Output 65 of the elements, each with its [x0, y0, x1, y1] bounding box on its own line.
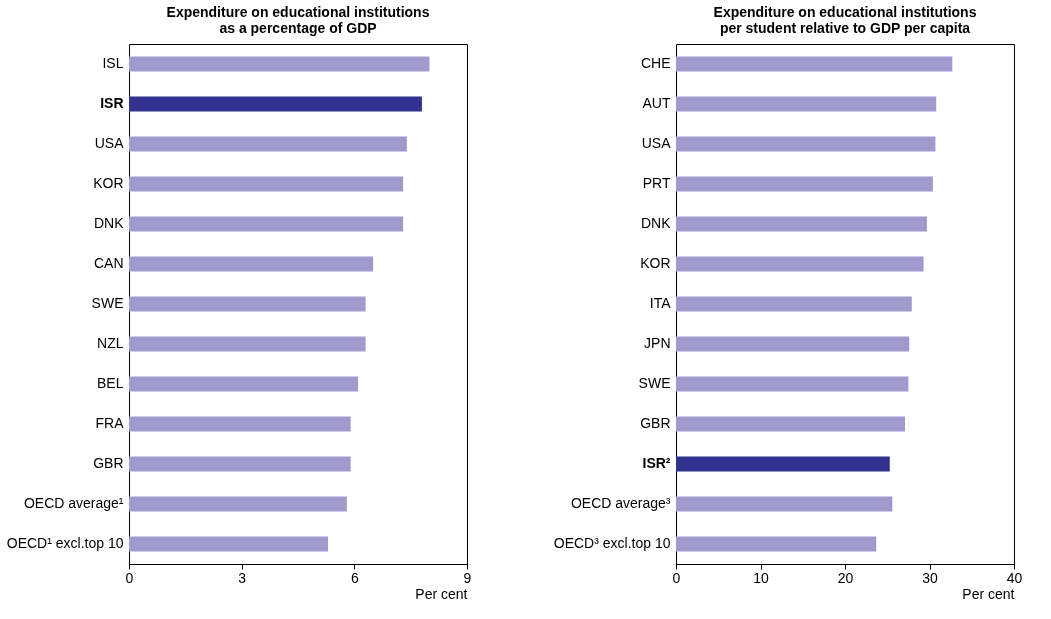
- bar: [676, 96, 937, 112]
- bar: [129, 536, 329, 552]
- y-tick-label: PRT: [642, 175, 671, 191]
- x-tick-label: 0: [672, 569, 681, 586]
- bar: [129, 256, 374, 272]
- y-tick-label: ISR: [100, 95, 124, 111]
- bar: [129, 416, 351, 432]
- x-tick-label: 6: [350, 569, 359, 586]
- bar: [129, 336, 366, 352]
- bar: [129, 136, 407, 152]
- y-tick-label: DNK: [93, 215, 125, 231]
- y-tick-label: AUT: [642, 95, 671, 111]
- y-tick-label: JPN: [644, 335, 671, 351]
- bar: [676, 416, 905, 432]
- y-tick-label: GBR: [93, 455, 124, 471]
- y-tick-label: SWE: [638, 375, 671, 391]
- y-tick-label: ISR²: [642, 455, 671, 471]
- x-tick-label: 20: [837, 569, 854, 586]
- x-axis-title: Per cent: [415, 585, 468, 602]
- chart-title: Expenditure on educational institutions per student relative to GDP per capita: [713, 4, 977, 36]
- x-tick-label: 30: [922, 569, 938, 586]
- x-tick-label: 3: [238, 569, 247, 586]
- chart-title: Expenditure on educational institutions as a percentage of GDP: [166, 4, 430, 36]
- y-tick-label: OECD³ excl.top 10: [553, 535, 671, 551]
- x-tick-label: 0: [125, 569, 134, 586]
- bar: [676, 56, 953, 72]
- y-tick-label: BEL: [97, 375, 124, 391]
- y-tick-label: OECD average¹: [23, 495, 124, 511]
- y-tick-label: DNK: [640, 215, 672, 231]
- bar: [129, 56, 430, 72]
- bar: [676, 496, 893, 512]
- bar: [129, 496, 347, 512]
- y-tick-label: KOR: [640, 255, 671, 271]
- y-tick-label: FRA: [95, 415, 125, 431]
- bar: [676, 216, 927, 232]
- bar: [676, 536, 877, 552]
- y-tick-label: SWE: [91, 295, 124, 311]
- x-tick-label: 40: [1006, 569, 1023, 586]
- y-tick-label: NZL: [97, 335, 124, 351]
- bar: [676, 136, 936, 152]
- x-axis-title: Per cent: [962, 585, 1015, 602]
- bar: [129, 456, 351, 472]
- bar: [129, 376, 359, 392]
- y-tick-label: OECD¹ excl.top 10: [6, 535, 124, 551]
- y-tick-label: USA: [641, 135, 672, 151]
- y-tick-label: CAN: [93, 255, 124, 271]
- bar: [676, 176, 933, 192]
- bar: [129, 216, 404, 232]
- bar: [676, 296, 912, 312]
- bar: [676, 256, 924, 272]
- x-tick-label: 9: [463, 569, 472, 586]
- bar: [676, 456, 890, 472]
- y-tick-label: ISL: [102, 55, 124, 71]
- y-tick-label: USA: [94, 135, 125, 151]
- y-tick-label: CHE: [640, 55, 671, 71]
- y-tick-label: ITA: [649, 295, 672, 311]
- y-tick-label: OECD average³: [570, 495, 671, 511]
- bar: [129, 96, 422, 112]
- bar: [676, 376, 909, 392]
- y-tick-label: GBR: [640, 415, 671, 431]
- bar: [129, 296, 366, 312]
- x-tick-label: 10: [753, 569, 769, 586]
- bar: [676, 336, 910, 352]
- bar: [129, 176, 404, 192]
- y-tick-label: KOR: [93, 175, 124, 191]
